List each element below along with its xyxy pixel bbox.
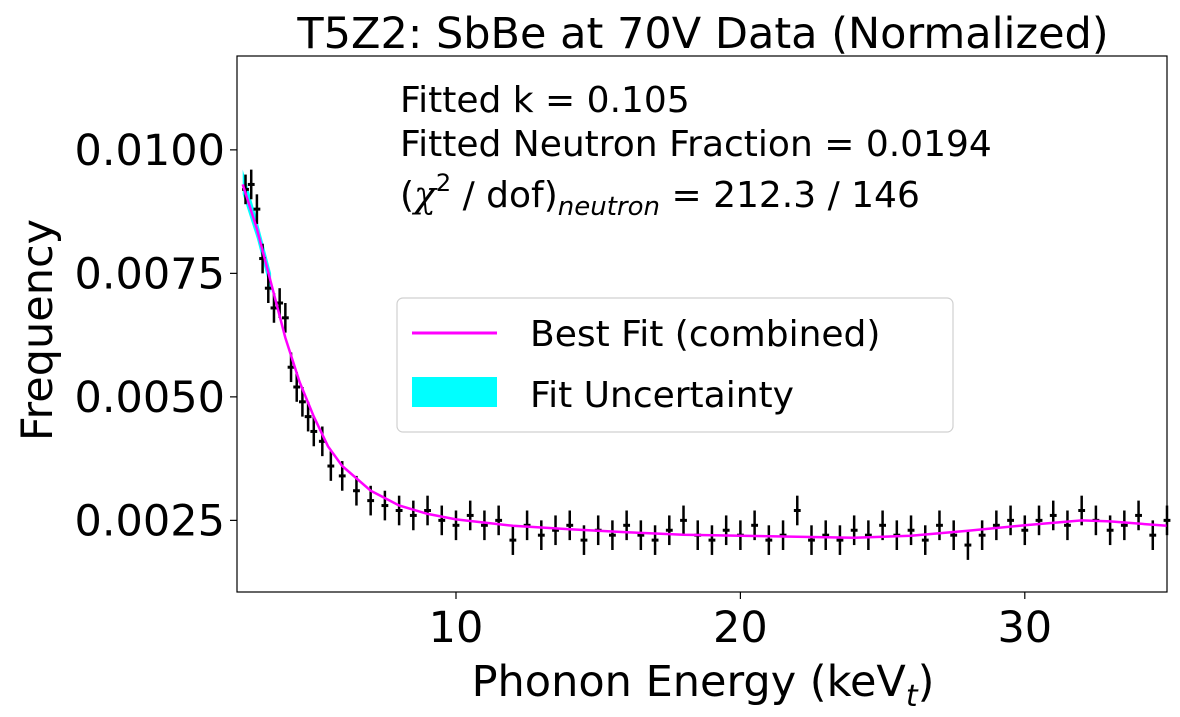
legend-box bbox=[396, 297, 954, 433]
y-tick-label: 0.0075 bbox=[75, 249, 225, 299]
annotation-chi2-mid: / dof) bbox=[451, 175, 558, 216]
x-axis-label-close: ) bbox=[918, 657, 935, 707]
legend: Best Fit (combined) Fit Uncertainty bbox=[396, 297, 954, 433]
chart-marks bbox=[241, 169, 1171, 560]
legend-patch-swatch bbox=[412, 377, 497, 407]
annotation-chi2-end: = 212.3 / 146 bbox=[660, 175, 920, 216]
chart-title: T5Z2: SbBe at 70V Data (Normalized) bbox=[296, 9, 1108, 59]
axis-ticks: 10 20 30 0.0025 0.0050 0.0075 0.0100 bbox=[75, 126, 1053, 653]
annotation-chi2-chi: χ bbox=[411, 175, 438, 216]
annotation-k: Fitted k = 0.105 bbox=[400, 80, 690, 121]
y-tick-label: 0.0050 bbox=[75, 373, 225, 423]
legend-label-best-fit: Best Fit (combined) bbox=[530, 314, 880, 355]
legend-label-uncertainty: Fit Uncertainty bbox=[530, 375, 794, 416]
x-axis-label-sub: t bbox=[906, 679, 919, 714]
best-fit-line bbox=[241, 184, 1168, 539]
annotation-chi2-sub: neutron bbox=[558, 192, 660, 222]
fit-annotations: Fitted k = 0.105 Fitted Neutron Fraction… bbox=[400, 80, 992, 222]
annotation-neutron-fraction: Fitted Neutron Fraction = 0.0194 bbox=[400, 124, 992, 165]
plot-frame bbox=[236, 55, 1168, 593]
x-axis-label-main: Phonon Energy (keV bbox=[472, 657, 907, 707]
annotation-chi2-open: ( bbox=[400, 175, 414, 216]
y-tick-label: 0.0025 bbox=[75, 496, 225, 546]
y-axis-label: Frequency bbox=[13, 219, 63, 441]
x-tick-label: 10 bbox=[429, 603, 484, 653]
annotation-chi2: (χ2 / dof)neutron = 212.3 / 146 bbox=[400, 169, 920, 222]
y-tick-label: 0.0100 bbox=[75, 126, 225, 176]
annotation-chi2-sup: 2 bbox=[436, 169, 451, 197]
x-axis-label: Phonon Energy (keVt) bbox=[472, 657, 935, 714]
x-tick-label: 30 bbox=[997, 603, 1052, 653]
x-tick-label: 20 bbox=[713, 603, 768, 653]
